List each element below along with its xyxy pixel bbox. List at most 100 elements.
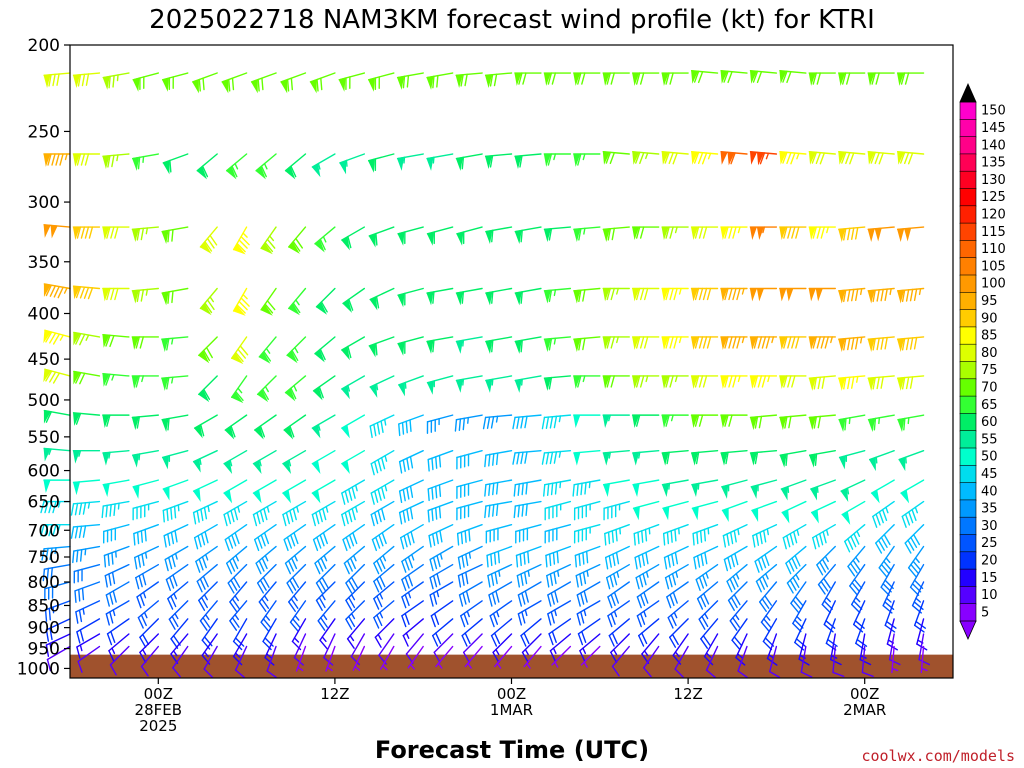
wind-barb	[514, 375, 542, 393]
wind-barb	[690, 449, 719, 466]
barb-feather	[638, 555, 642, 568]
barb-pennant	[721, 507, 729, 522]
barb-feather	[344, 490, 349, 503]
barb-pennant	[260, 242, 273, 255]
wind-barb	[199, 600, 218, 631]
barb-feather	[401, 615, 407, 628]
barb-feather	[379, 557, 386, 570]
credit-text: coolwx.com/models	[861, 747, 1015, 765]
barb-feather	[45, 370, 53, 382]
barb-feather	[583, 590, 588, 603]
wind-barb	[690, 151, 719, 165]
barb-feather	[88, 226, 94, 239]
barb-feather	[541, 452, 546, 465]
wind-barb	[514, 153, 542, 169]
barb-feather	[730, 152, 736, 165]
barb-feather	[520, 634, 527, 647]
barb-feather	[237, 348, 246, 359]
barb-feather	[370, 492, 375, 505]
wind-barb	[737, 645, 749, 679]
wind-barb	[749, 151, 778, 166]
wind-barb	[838, 287, 866, 304]
barb-feather	[409, 455, 414, 469]
wind-barb	[867, 226, 895, 243]
barb-feather	[872, 515, 878, 528]
barb-feather	[580, 482, 583, 496]
colorbar-cell	[959, 153, 977, 172]
wind-barb	[573, 449, 601, 466]
wind-barb	[517, 581, 542, 607]
barb-feather	[843, 289, 847, 303]
wind-barb	[105, 600, 130, 626]
wind-barb	[311, 479, 336, 504]
barb-pennant	[750, 484, 758, 499]
colorbar-cell	[959, 170, 977, 190]
wind-barb	[576, 581, 601, 607]
barb-pennant	[602, 287, 610, 302]
colorbar-cell	[959, 309, 977, 328]
barb-pennant	[838, 338, 846, 352]
barb-pennant	[838, 289, 846, 304]
barb-feather	[548, 553, 552, 567]
wind-barb	[426, 414, 454, 434]
barb-feather	[312, 538, 319, 552]
barb-pennant	[808, 453, 817, 468]
barb-feather	[524, 451, 528, 464]
wind-barb	[103, 523, 130, 544]
barb-pennant	[287, 302, 300, 316]
barb-feather	[40, 500, 45, 514]
barb-feather	[140, 530, 144, 543]
barb-feather	[635, 287, 641, 301]
barb-pennant	[514, 339, 522, 354]
wind-barb	[407, 645, 424, 670]
barb-feather	[105, 334, 111, 347]
barb-feather	[875, 542, 883, 554]
barb-feather	[107, 553, 110, 567]
barb-feather	[259, 579, 267, 591]
barb-feather	[702, 375, 708, 388]
barb-pennant	[161, 77, 169, 92]
barb-feather	[754, 451, 759, 465]
barb-feather	[381, 532, 387, 545]
barb-feather	[380, 456, 386, 470]
barb-half-feather	[199, 458, 202, 466]
wind-barb	[343, 545, 366, 575]
wind-barb	[896, 336, 925, 352]
barb-feather	[264, 303, 274, 314]
wind-barb	[573, 72, 601, 86]
barb-feather	[266, 670, 278, 679]
barb-half-feather	[384, 484, 388, 492]
wind-barb	[199, 287, 218, 316]
barb-feather	[409, 506, 414, 520]
barb-feather	[901, 337, 906, 351]
barb-feather	[607, 615, 613, 628]
barb-feather	[724, 414, 729, 427]
barb-feather	[495, 503, 499, 517]
barb-feather	[874, 152, 880, 165]
barb-feather	[432, 634, 439, 647]
barb-feather	[606, 576, 611, 590]
barb-feather	[698, 226, 704, 239]
wind-barb	[256, 375, 277, 403]
barb-feather	[783, 226, 788, 239]
barb-feather	[847, 376, 851, 390]
colorbar-tick-label: 95	[981, 294, 998, 309]
wind-barb	[514, 72, 542, 86]
barb-feather	[53, 285, 60, 298]
barb-pennant	[691, 482, 699, 498]
wind-speed-colorbar: 1501451401351301251201151101051009590858…	[959, 83, 1006, 640]
barb-feather	[791, 336, 796, 349]
barb-pennant	[756, 287, 765, 302]
barb-feather	[669, 72, 674, 85]
barb-feather	[75, 412, 82, 425]
barb-feather	[75, 611, 79, 624]
barb-half-feather	[608, 451, 612, 459]
colorbar-tick-label: 30	[981, 519, 998, 534]
barb-pennant	[282, 489, 291, 504]
wind-barb	[315, 287, 336, 315]
wind-barb	[283, 414, 307, 440]
barb-staff	[140, 645, 160, 668]
barb-staff	[800, 645, 807, 673]
wind-barb	[140, 645, 160, 677]
barb-feather	[435, 632, 442, 645]
